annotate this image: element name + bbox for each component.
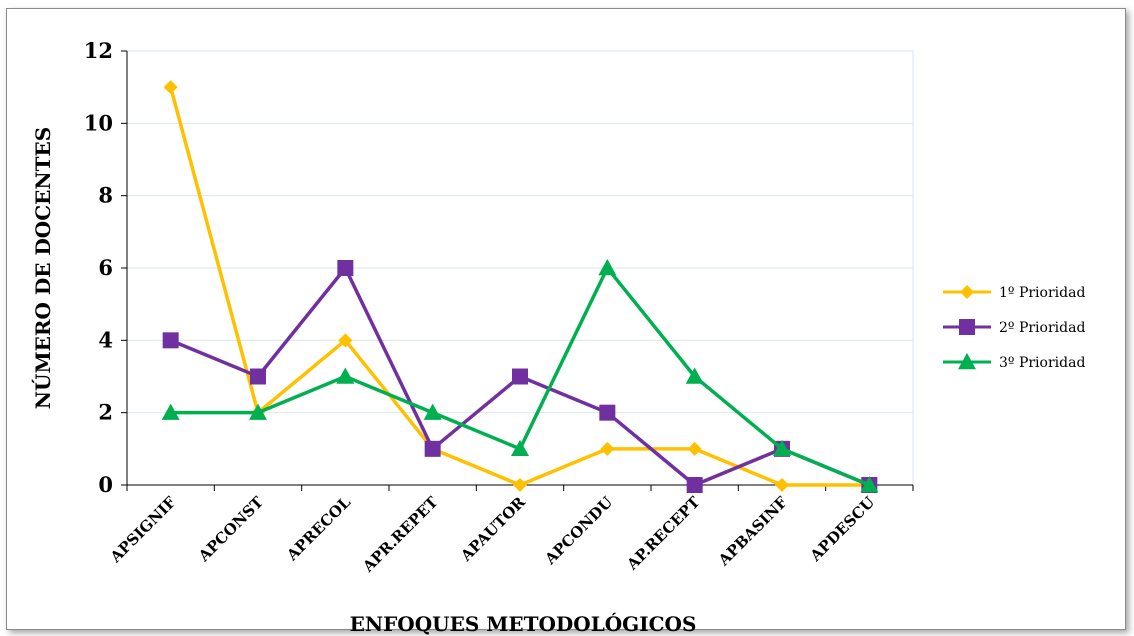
legend-label: 3º Prioridad	[999, 355, 1085, 371]
series-1-point	[513, 478, 527, 492]
series-2-point	[337, 260, 354, 276]
legend-swatch-marker	[960, 285, 974, 299]
series-2-point	[512, 368, 528, 385]
series-3	[161, 259, 879, 493]
x-axis-title: ENFOQUES METODOLÓGICOS	[350, 611, 697, 636]
y-tick-label: 12	[84, 38, 113, 63]
series-2-point	[250, 368, 266, 385]
series-2	[162, 260, 878, 493]
series-3-point	[860, 476, 879, 493]
axes	[121, 50, 914, 491]
series-2-point	[599, 404, 616, 421]
series-2-point	[424, 440, 441, 457]
series-3-point	[773, 439, 791, 457]
legend: 1º Prioridad 2º Prioridad 3º Prioridad	[943, 285, 1085, 371]
y-tick-label: 6	[98, 255, 113, 280]
legend-label: 2º Prioridad	[999, 320, 1085, 336]
x-tick-label: APSIGNIF	[106, 493, 180, 567]
series-3-point	[249, 403, 267, 420]
series-3-point	[161, 403, 180, 420]
legend-swatch-marker	[958, 353, 976, 370]
x-tick-label: APR.REPET	[358, 493, 442, 577]
y-tick-label: 4	[98, 327, 113, 352]
series-1-point	[600, 441, 615, 456]
legend-label: 1º Prioridad	[999, 285, 1085, 301]
series-1-point	[775, 478, 789, 492]
series-2-point	[162, 332, 179, 349]
legend-item-2: 2º Prioridad	[943, 319, 1085, 336]
legend-swatch-marker	[959, 319, 975, 335]
series-layer	[161, 80, 879, 493]
x-tick-label: APCONDU	[541, 493, 616, 568]
series-3-point	[336, 367, 355, 384]
x-tick-labels: APSIGNIF APCONST APRECOL APR.REPET APAUTOR AP…	[106, 493, 878, 577]
x-tick-label: APDESCU	[806, 493, 878, 565]
series-3-point	[511, 439, 529, 457]
y-tick-label: 0	[98, 472, 113, 497]
series-1-point	[687, 441, 702, 456]
legend-item-1: 1º Prioridad	[943, 285, 1085, 301]
series-3-point	[685, 367, 704, 384]
series-1	[163, 80, 877, 492]
series-1-line	[168, 86, 870, 487]
y-tick-labels: 0 2 4 6 8 10 12	[84, 38, 113, 497]
series-2-point	[686, 477, 703, 493]
legend-item-3: 3º Prioridad	[943, 353, 1085, 371]
x-tick-label: APCONST	[194, 493, 267, 566]
x-tick-label: APRECOL	[282, 493, 354, 565]
y-tick-label: 8	[98, 183, 113, 208]
x-tick-label: APAUTOR	[457, 493, 530, 566]
series-1-point	[338, 333, 353, 348]
series-1-point	[163, 80, 178, 95]
chart-frame	[6, 8, 1126, 630]
series-3-point	[423, 403, 442, 420]
x-tick-label: AP.RECEPT	[623, 493, 704, 574]
gridlines	[126, 50, 914, 486]
y-axis-title: NÚMERO DE DOCENTES	[30, 127, 55, 409]
x-tick-label: APBASINF	[714, 493, 791, 570]
series-3-point	[598, 259, 617, 276]
y-tick-label: 10	[84, 110, 113, 135]
y-tick-label: 2	[98, 400, 113, 425]
